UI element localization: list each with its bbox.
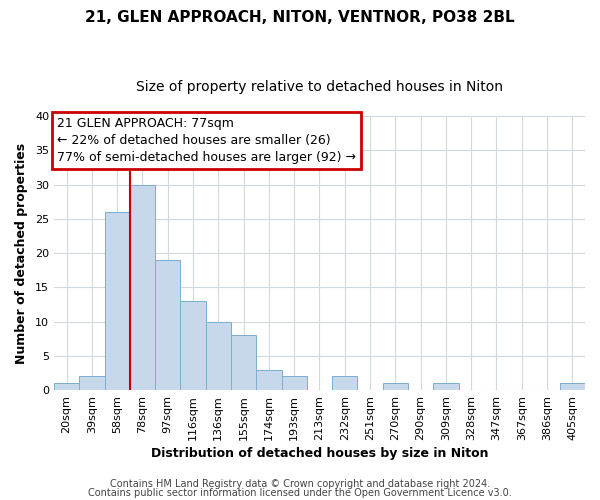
Bar [383, 384, 408, 390]
Bar [256, 370, 281, 390]
Bar [281, 376, 307, 390]
Text: Contains HM Land Registry data © Crown copyright and database right 2024.: Contains HM Land Registry data © Crown c… [110, 479, 490, 489]
Y-axis label: Number of detached properties: Number of detached properties [15, 142, 28, 364]
Bar [104, 212, 130, 390]
Bar [79, 376, 104, 390]
Bar [206, 322, 231, 390]
Title: Size of property relative to detached houses in Niton: Size of property relative to detached ho… [136, 80, 503, 94]
Text: Contains public sector information licensed under the Open Government Licence v3: Contains public sector information licen… [88, 488, 512, 498]
Bar [181, 301, 206, 390]
Bar [54, 384, 79, 390]
Text: 21, GLEN APPROACH, NITON, VENTNOR, PO38 2BL: 21, GLEN APPROACH, NITON, VENTNOR, PO38 … [85, 10, 515, 25]
X-axis label: Distribution of detached houses by size in Niton: Distribution of detached houses by size … [151, 447, 488, 460]
Text: 21 GLEN APPROACH: 77sqm
← 22% of detached houses are smaller (26)
77% of semi-de: 21 GLEN APPROACH: 77sqm ← 22% of detache… [56, 118, 356, 164]
Bar [332, 376, 358, 390]
Bar [130, 184, 155, 390]
Bar [155, 260, 181, 390]
Bar [433, 384, 458, 390]
Bar [560, 384, 585, 390]
Bar [231, 336, 256, 390]
